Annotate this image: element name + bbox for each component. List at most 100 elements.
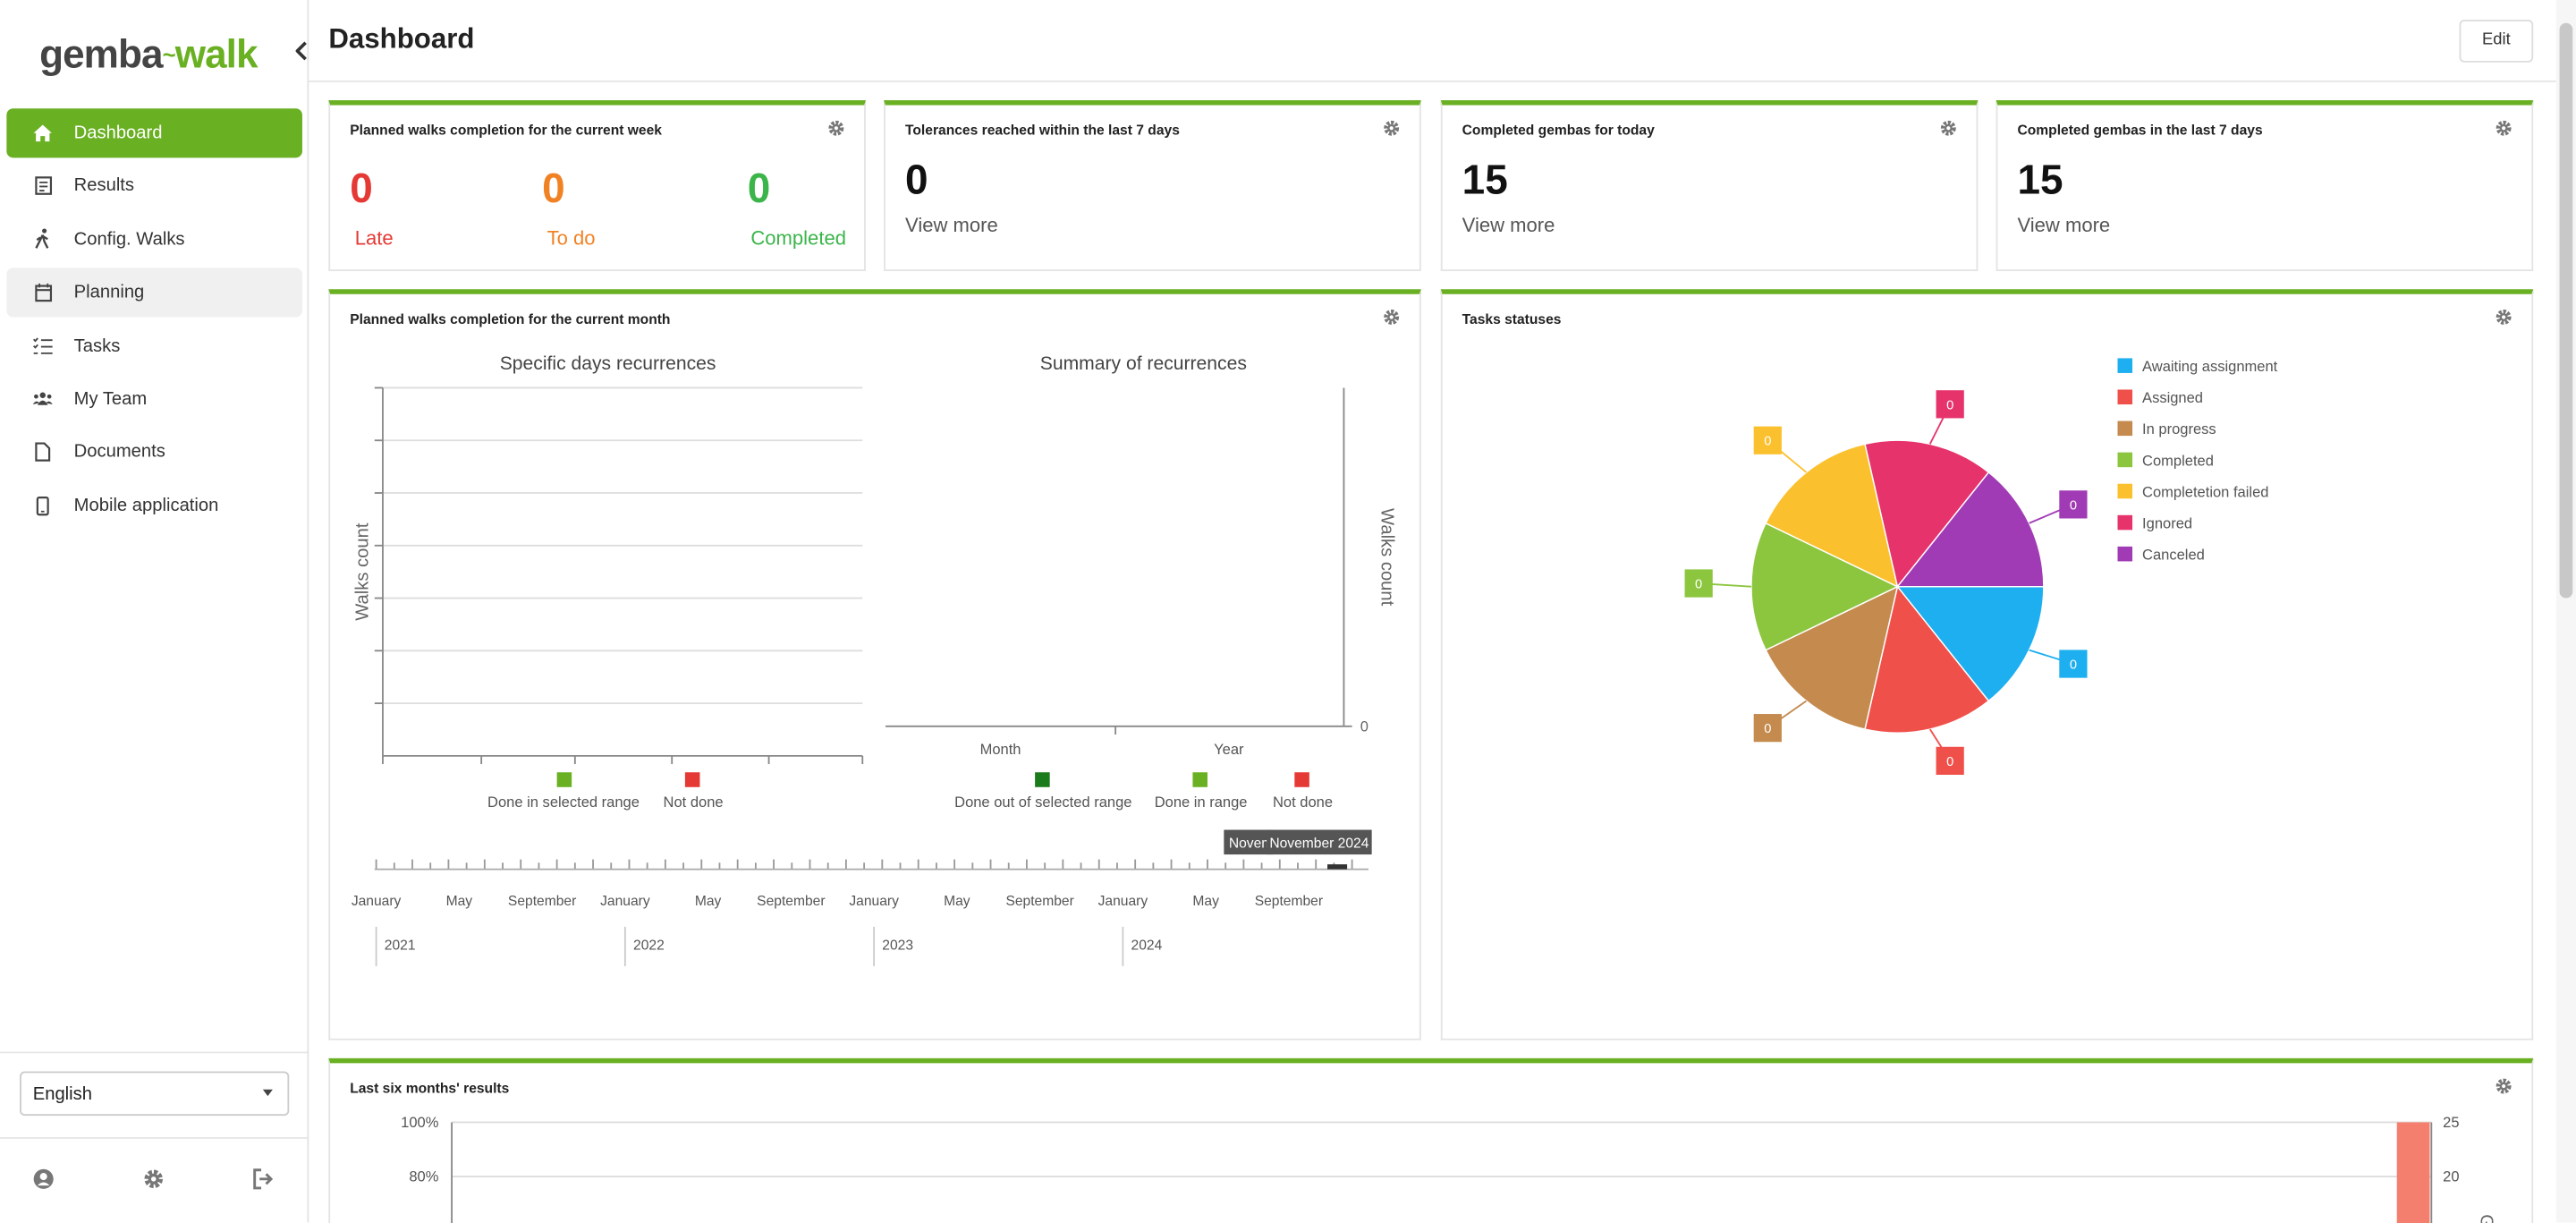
legend-swatch[interactable] — [2117, 546, 2133, 562]
timeline-tooltip-start — [1224, 829, 1274, 855]
collapse-sidebar-icon[interactable] — [294, 39, 309, 65]
timeline-year-label: 2024 — [1131, 938, 1163, 954]
pie-slice[interactable] — [1750, 522, 1900, 651]
pie-data-label: 0 — [1946, 755, 1953, 769]
timeline-month-label: September — [1005, 894, 1073, 909]
gear-icon[interactable] — [2496, 1078, 2512, 1094]
legend-item[interactable]: Ignored — [2142, 514, 2192, 531]
gear-icon[interactable] — [828, 120, 844, 136]
widget-title: Planned walks completion for the current… — [350, 310, 671, 327]
widget-week-completion: Planned walks completion for the current… — [328, 100, 866, 272]
sidebar-item-dashboard[interactable]: Dashboard — [6, 108, 302, 158]
legend-item[interactable]: Completed — [2142, 452, 2214, 469]
left-chart-gridlines — [382, 386, 863, 705]
legend-item[interactable]: Awaiting assignment — [2142, 358, 2278, 375]
sidebar-item-mobile-application[interactable]: Mobile application — [6, 481, 302, 531]
right-chart-axes — [885, 387, 1352, 735]
sidebar-item-tasks[interactable]: Tasks — [6, 321, 302, 370]
logo[interactable]: gemba~walk — [39, 33, 258, 79]
mobile-icon — [33, 496, 53, 515]
legend-item[interactable]: Canceled — [2142, 547, 2205, 564]
legend-swatch[interactable] — [2117, 452, 2133, 468]
widget-title: Last six months' results — [350, 1079, 510, 1097]
legend-swatch[interactable] — [2117, 420, 2133, 437]
gear-icon[interactable] — [1384, 120, 1400, 136]
widget-tolerances: Tolerances reached within the last 7 day… — [884, 100, 1421, 272]
logout-icon[interactable] — [253, 1168, 275, 1190]
tasks-pie-chart: 0 0 0 0 0 0 0 Awaiting assignment Assigned In pro… — [1684, 358, 2278, 776]
pie-data-label: 0 — [1946, 398, 1953, 412]
legend-swatch-done-in-selected-range[interactable] — [556, 772, 572, 787]
legend-not-done[interactable]: Not done — [664, 794, 724, 811]
left-chart-axes — [374, 386, 864, 765]
six-months-chart: 100% 80% 25 20 Ge — [401, 1114, 2496, 1223]
user-icon[interactable] — [33, 1168, 55, 1190]
scrollbar-thumb[interactable] — [2559, 22, 2573, 599]
todo-count: 0 — [542, 166, 565, 212]
logo-swoosh-icon: ~ — [162, 40, 176, 68]
legend-swatch-done-out-of-selected-range[interactable] — [1035, 772, 1050, 787]
timeline-range-handle[interactable] — [1327, 864, 1348, 870]
pie-data-label-box — [1936, 390, 1964, 419]
bar-gembas-latest-month[interactable] — [2396, 1122, 2430, 1223]
completed-last7-count: 15 — [2017, 157, 2063, 204]
y-right-tick-25: 25 — [2443, 1114, 2459, 1131]
pie-data-label-box — [2059, 490, 2088, 519]
sidebar-item-results[interactable]: Results — [6, 162, 302, 211]
legend-swatch[interactable] — [2117, 514, 2133, 531]
timeline-month-label: May — [1192, 894, 1219, 909]
timeline-month-label: January — [352, 894, 402, 909]
widget-month-completion: Planned walks completion for the current… — [328, 289, 1421, 1040]
legend-swatch[interactable] — [2117, 389, 2133, 405]
legend-done-in-selected-range[interactable]: Done in selected range — [487, 794, 640, 811]
legend-swatch[interactable] — [2117, 483, 2133, 499]
sidebar-item-label: My Team — [73, 389, 148, 410]
sidebar-item-config-walks[interactable]: Config. Walks — [6, 215, 302, 264]
pie-data-label-box — [1753, 426, 1782, 454]
legend-item[interactable]: Assigned — [2142, 389, 2203, 406]
timeline-ruler[interactable] — [375, 859, 1353, 870]
month-charts: Specific days recurrences Walks count Do… — [352, 353, 1397, 966]
right-chart-ylabel: Walks count — [1377, 508, 1397, 607]
sidebar-item-documents[interactable]: Documents — [6, 428, 302, 477]
language-select[interactable]: English — [20, 1071, 290, 1117]
legend-done-out-of-selected-range[interactable]: Done out of selected range — [954, 794, 1131, 811]
sidebar-item-label: Tasks — [73, 335, 121, 356]
view-more-link[interactable]: View more — [2017, 213, 2111, 237]
widget-title: Completed gembas for today — [1462, 121, 1655, 139]
right-chart-tick-zero: 0 — [1360, 718, 1368, 735]
legend-swatch-not-done[interactable] — [684, 772, 700, 787]
view-more-link[interactable]: View more — [1462, 213, 1555, 237]
sidebar-item-label: Dashboard — [73, 123, 163, 143]
legend-not-done[interactable]: Not done — [1273, 794, 1333, 811]
sidebar-item-planning[interactable]: Planning — [6, 268, 302, 318]
sidebar-item-my-team[interactable]: My Team — [6, 375, 302, 424]
legend-swatch-not-done[interactable] — [1294, 772, 1309, 787]
late-label: Late — [354, 226, 394, 251]
page-title: Dashboard — [328, 22, 475, 55]
legend-swatch[interactable] — [2117, 358, 2133, 373]
pie-slice[interactable] — [1765, 443, 1899, 589]
legend-done-in-range[interactable]: Done in range — [1155, 794, 1248, 811]
gear-icon[interactable] — [2496, 309, 2512, 325]
gear-icon[interactable] — [1940, 120, 1956, 136]
pie-data-label: 0 — [1764, 722, 1771, 736]
scrollbar[interactable] — [2555, 0, 2576, 1223]
sidebar-item-label: Mobile application — [73, 496, 219, 516]
pie-data-label: 0 — [1695, 578, 1702, 592]
view-more-link[interactable]: View more — [905, 213, 998, 237]
gear-icon[interactable] — [143, 1168, 165, 1190]
left-chart-ylabel: Walks count — [352, 522, 372, 621]
legend-item[interactable]: Completetion failed — [2142, 483, 2268, 500]
timeline-month-label: January — [600, 894, 650, 909]
gear-icon[interactable] — [1384, 309, 1400, 325]
home-icon — [33, 123, 53, 143]
pie-data-label: 0 — [1764, 435, 1771, 449]
legend-swatch-done-in-range[interactable] — [1192, 772, 1208, 787]
completed-label: Completed — [750, 226, 846, 251]
walk-icon — [33, 229, 53, 250]
edit-button[interactable]: Edit — [2459, 20, 2534, 63]
legend-item[interactable]: In progress — [2142, 420, 2216, 437]
gear-icon[interactable] — [2496, 120, 2512, 136]
logo-text-walk: walk — [174, 32, 258, 78]
